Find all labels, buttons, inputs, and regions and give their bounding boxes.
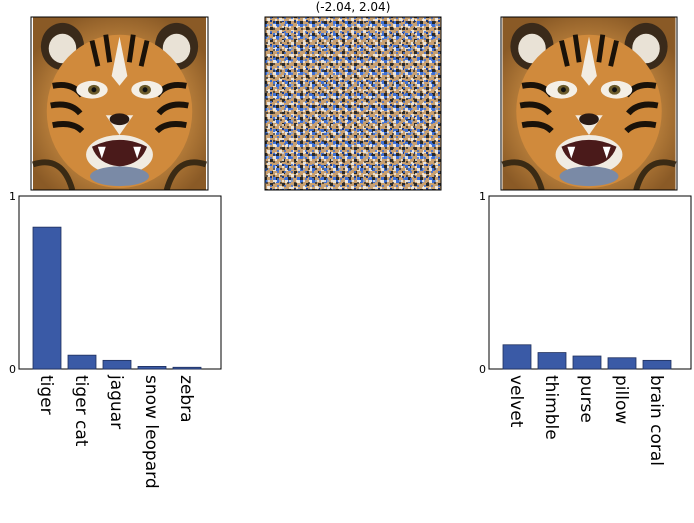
bar-pillow [608,358,636,369]
x-tick-label: brain coral [646,375,666,466]
y-tick-label: 1 [9,190,16,203]
y-tick-label: 0 [479,363,486,376]
chart-frame [489,196,691,369]
bar-thimble [538,353,566,369]
bar-tiger-cat [68,355,96,369]
x-tick-label: snow leopard [141,375,161,489]
x-tick-label: tiger [36,375,56,415]
bar-group [503,345,671,369]
perturbation-image [265,17,441,190]
perturbation-range-label: (-2.04, 2.04) [316,0,391,14]
bar-group [33,227,201,369]
x-tick-label: purse [576,375,596,423]
y-tick-label: 0 [9,363,16,376]
y-tick-group: 01 [9,190,23,376]
bar-jaguar [103,360,131,369]
prediction-chart-original: 01 tiger tiger cat jaguar snow leopard zebra [9,190,221,489]
bar-snow-leopard [138,366,166,369]
x-tick-group: velvet thimble purse pillow brain coral [506,375,666,466]
prediction-chart-adversarial: 01 velvet thimble purse pillow brain coral [479,190,691,466]
bar-brain-coral [643,360,671,369]
y-tick-label: 1 [479,190,486,203]
x-tick-label: jaguar [106,374,126,429]
x-tick-label: pillow [611,375,631,424]
bar-velvet [503,345,531,369]
bar-zebra [173,367,201,369]
adversarial-image [501,17,677,190]
x-tick-label: thimble [541,375,561,440]
x-tick-label: zebra [176,375,196,423]
y-tick-group: 01 [479,190,493,376]
bar-purse [573,356,601,369]
bar-tiger [33,227,61,369]
x-tick-label: tiger cat [71,375,91,447]
original-image [31,17,208,190]
x-tick-group: tiger tiger cat jaguar snow leopard zebra [36,374,196,489]
x-tick-label: velvet [506,375,526,428]
